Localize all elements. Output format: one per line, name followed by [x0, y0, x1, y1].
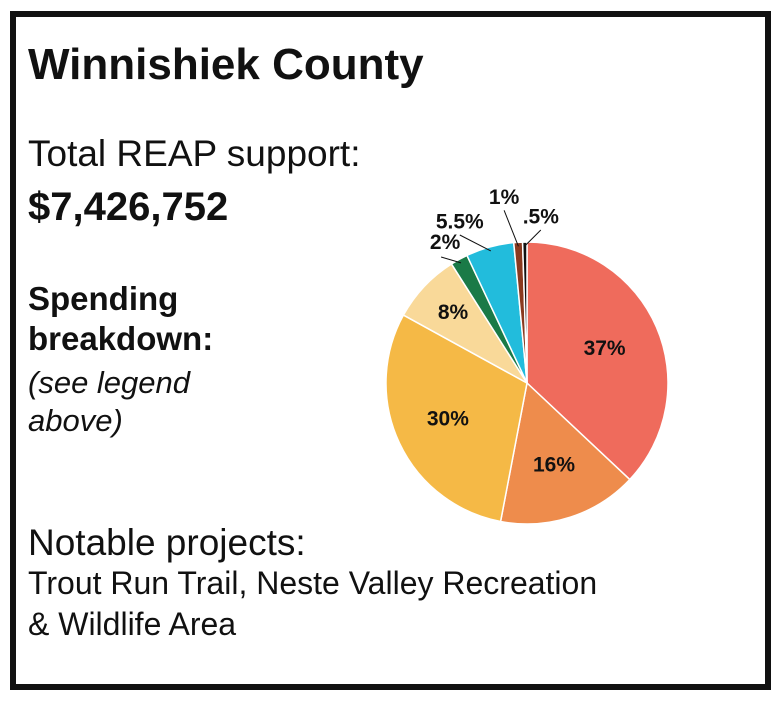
spending-note: (see legend	[28, 365, 191, 400]
spending-heading: Spending	[28, 280, 179, 317]
pie-slice-2	[499, 381, 631, 525]
county-title: Winnishiek County	[28, 40, 424, 89]
pie-slice-label-1: 37%	[584, 337, 626, 360]
pie-slice-1	[526, 241, 669, 481]
projects-heading: Notable projects:	[28, 522, 306, 563]
pie-leader-line-7	[503, 210, 519, 247]
support-value: $7,426,752	[28, 185, 229, 229]
pie-slice-3	[385, 314, 528, 523]
projects-list-2: & Wildlife Area	[28, 606, 237, 642]
pie-slice-label-8: .5%	[523, 206, 560, 229]
pie-slice-label-5: 2%	[430, 231, 461, 254]
spending-heading-2: breakdown:	[28, 320, 214, 357]
pie-leader-line-5	[440, 256, 462, 264]
pie-slice-label-4: 8%	[438, 301, 469, 324]
support-label: Total REAP support:	[28, 133, 361, 174]
pie-leader-line-8	[524, 229, 542, 247]
pie-slice-label-3: 30%	[427, 408, 469, 431]
pie-slice-8	[521, 241, 528, 384]
pie-slice-label-2: 16%	[533, 454, 575, 477]
projects-list: Trout Run Trail, Neste Valley Recreation	[28, 565, 598, 601]
spending-note-2: above)	[28, 403, 123, 438]
pie-leader-line-6	[459, 234, 492, 252]
pie-slice-label-6: 5.5%	[436, 211, 484, 234]
pie-slice-label-7: 1%	[489, 186, 520, 209]
